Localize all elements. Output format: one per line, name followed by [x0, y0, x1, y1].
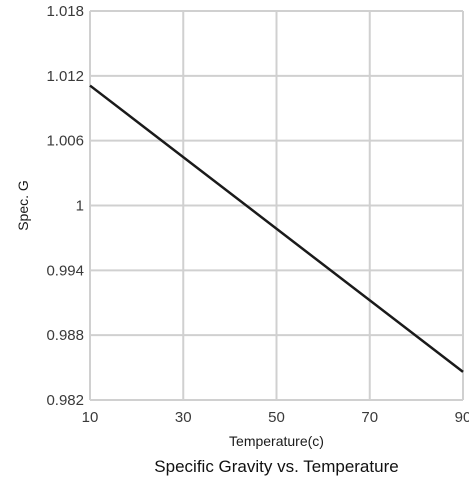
y-tick-label: 1.018 — [46, 3, 84, 20]
grid — [89, 10, 464, 401]
x-axis-label: Temperature(c) — [229, 433, 324, 449]
y-tick-label: 1.006 — [46, 133, 84, 150]
series-lines — [89, 84, 464, 373]
x-tick-label: 30 — [175, 409, 192, 426]
tick-labels: 10 30 50 70 90 0.982 0.988 0.994 1 1.006 1.012 1.01… — [46, 3, 469, 426]
y-axis-label: Spec. G — [15, 180, 31, 231]
series-line-0 — [89, 84, 464, 373]
x-tick-label: 90 — [455, 409, 469, 426]
y-tick-label: 0.988 — [46, 327, 84, 344]
x-tick-label: 70 — [361, 409, 378, 426]
y-tick-label: 0.994 — [46, 262, 84, 279]
y-tick-label: 1 — [76, 198, 84, 215]
x-tick-label: 10 — [82, 409, 99, 426]
x-tick-label: 50 — [268, 409, 285, 426]
chart-title: Specific Gravity vs. Temperature — [154, 457, 398, 476]
y-tick-label: 1.012 — [46, 68, 84, 85]
y-tick-label: 0.982 — [46, 392, 84, 409]
